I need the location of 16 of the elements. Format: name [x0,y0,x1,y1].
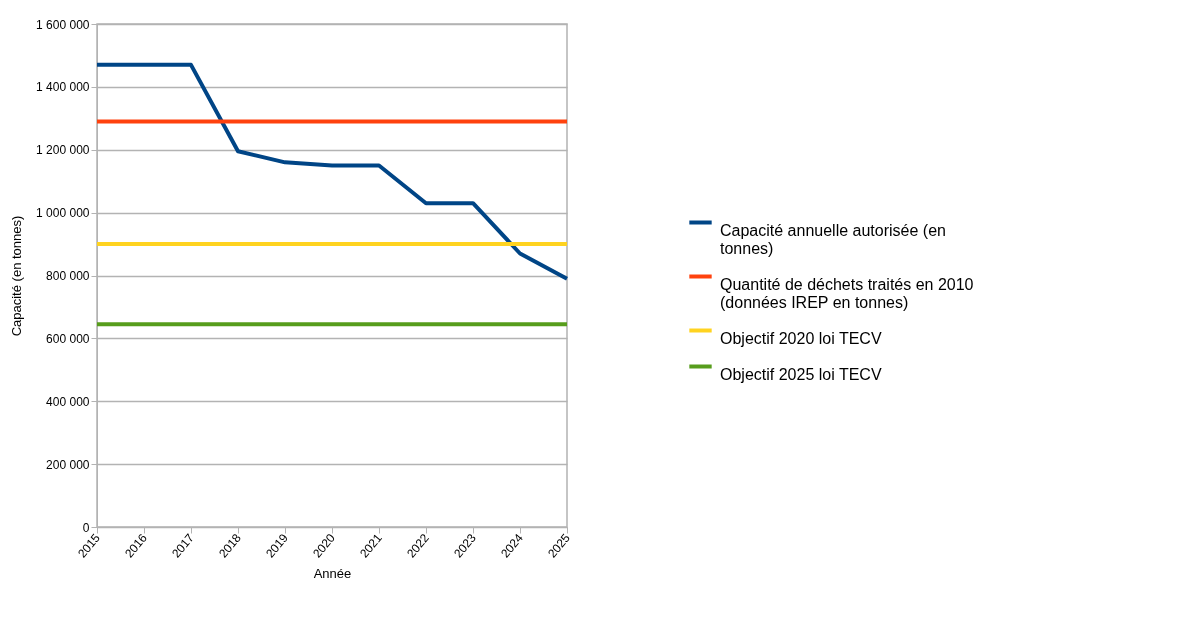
y-tick-label: 1 200 000 [36,143,90,158]
legend-label: Objectif 2020 loi TECV [720,329,882,347]
y-tick-label: 1 400 000 [36,80,90,95]
legend-label: Objectif 2025 loi TECV [720,365,882,383]
y-tick-label: 1 600 000 [36,17,90,32]
y-tick-label: 200 000 [46,457,90,472]
y-tick-label: 800 000 [46,269,90,283]
legend-label: Quantité de déchets traités en 2010 (données IREP en tonnes) [720,275,974,311]
y-tick-label: 1 000 000 [36,206,90,221]
y-tick-label: 0 [82,520,90,535]
y-axis-title: Capacité (en tonnes) [9,215,25,337]
legend-label: Capacité annuelle autorisée (en tonnes) [720,221,946,257]
y-tick-label: 600 000 [46,331,90,346]
line-series [95,62,569,281]
x-axis-title: Année [313,565,352,581]
y-tick-label: 400 000 [46,394,90,409]
